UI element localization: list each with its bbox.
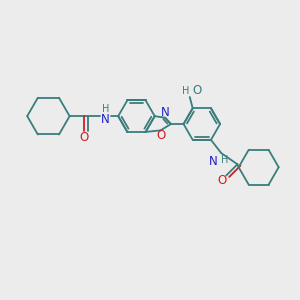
Text: N: N (208, 155, 217, 169)
Text: H: H (182, 85, 190, 96)
Text: O: O (217, 174, 226, 187)
Text: H: H (221, 155, 229, 166)
Text: O: O (192, 84, 201, 97)
Text: N: N (161, 106, 170, 119)
Text: H: H (102, 104, 109, 114)
Text: O: O (80, 131, 89, 144)
Text: O: O (156, 129, 165, 142)
Text: N: N (101, 113, 110, 126)
